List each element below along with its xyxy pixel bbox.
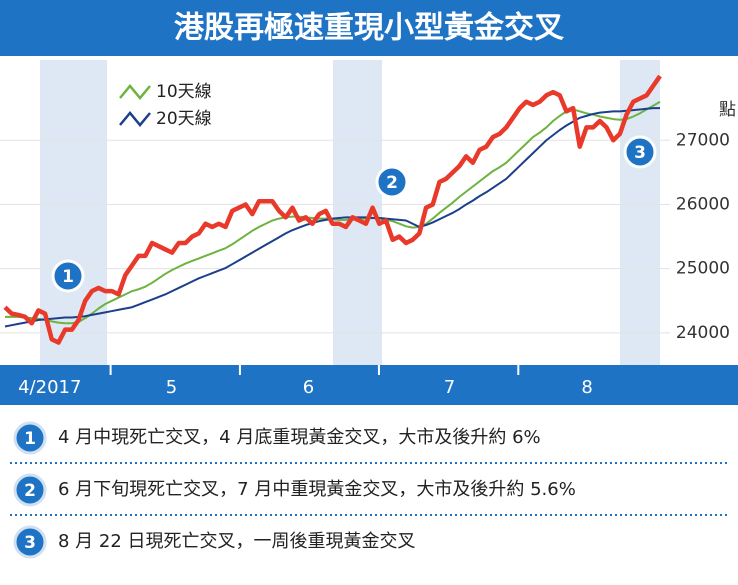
y-tick-label: 27000 [676, 130, 730, 150]
note-marker: 1 [24, 429, 36, 449]
y-tick-label: 25000 [676, 259, 730, 279]
x-tick-label: 5 [166, 377, 177, 398]
note-text: 4 月中現死亡交叉，4 月底重現黃金交叉，大市及後升約 6% [58, 427, 541, 448]
note-circle [13, 421, 47, 455]
y-tick-label: 24000 [676, 323, 730, 343]
legend-swatch [119, 111, 151, 127]
x-tick-label: 8 [581, 377, 592, 398]
marker-circle [623, 135, 657, 169]
note-marker: 3 [24, 533, 36, 553]
x-axis-bar [0, 365, 738, 405]
data-line [3, 74, 662, 345]
chart-title: 港股再極速重現小型黃金交叉 [174, 11, 564, 46]
title-bar [0, 0, 738, 56]
marker-label: 2 [386, 173, 398, 193]
legend-label: 10天線 [156, 82, 212, 102]
x-tick-label: 7 [444, 377, 455, 398]
marker-circle [375, 165, 409, 199]
note-text: 6 月下旬現死亡交叉，7 月中重現黃金交叉，大市及後升約 5.6% [58, 479, 576, 500]
plot [0, 74, 670, 345]
marker-label: 1 [62, 267, 74, 287]
note-circle [13, 473, 47, 507]
marker-circle [51, 259, 85, 293]
data-line [4, 107, 660, 328]
x-tick-label: 6 [303, 377, 314, 398]
note-circle [13, 525, 47, 559]
note-text: 8 月 22 日現死亡交叉，一周後重現黃金交叉 [58, 531, 416, 552]
legend-label: 20天線 [156, 109, 212, 129]
marker-label: 3 [634, 143, 646, 163]
y-tick-label: 26000 [676, 194, 730, 214]
legend-swatch [119, 84, 151, 100]
note-marker: 2 [24, 481, 36, 501]
x-tick-label: 4/2017 [18, 377, 81, 398]
y-unit: 點 [719, 100, 736, 120]
